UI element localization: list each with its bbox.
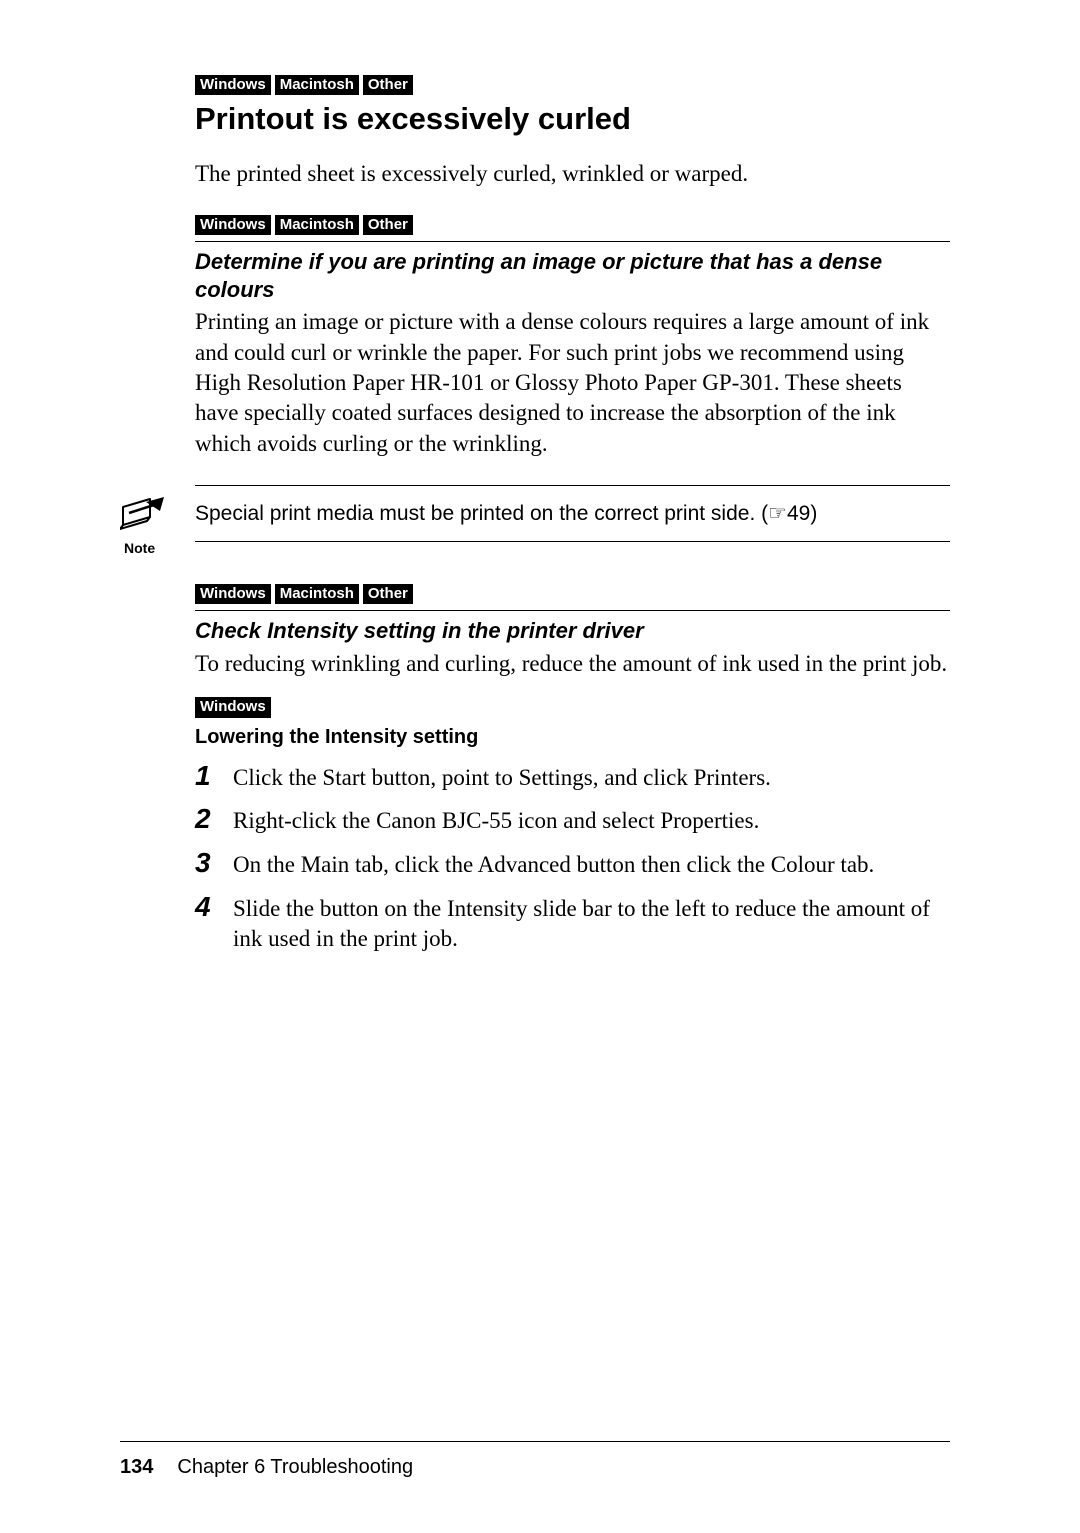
steps-list: Click the Start button, point to Setting… bbox=[195, 763, 950, 954]
cross-ref: ☞49 bbox=[768, 502, 810, 525]
intro-text: The printed sheet is excessively curled,… bbox=[195, 159, 950, 189]
note-text-close: ) bbox=[810, 502, 817, 525]
note-divider-bottom bbox=[195, 541, 950, 542]
sub-heading-dense: Determine if you are printing an image o… bbox=[195, 248, 950, 303]
note-block: Note Special print media must be printed… bbox=[120, 485, 950, 556]
tag-windows: Windows bbox=[195, 697, 271, 717]
page-footer: 134 Chapter 6 Troubleshooting bbox=[120, 1441, 950, 1479]
step-item: Right-click the Canon BJC-55 icon and se… bbox=[195, 806, 950, 836]
tag-windows: Windows bbox=[195, 215, 271, 235]
page-content: Windows Macintosh Other Printout is exce… bbox=[0, 0, 1080, 954]
tag-other: Other bbox=[363, 75, 413, 95]
procedure-title: Lowering the Intensity setting bbox=[195, 726, 950, 749]
step-item: On the Main tab, click the Advanced butt… bbox=[195, 850, 950, 880]
body-intensity: To reducing wrinkling and curling, reduc… bbox=[195, 649, 950, 679]
note-text: Special print media must be printed on t… bbox=[195, 500, 950, 527]
tag-other: Other bbox=[363, 584, 413, 604]
body-dense: Printing an image or picture with a dens… bbox=[195, 307, 950, 459]
note-icon bbox=[120, 497, 166, 537]
note-text-main: Special print media must be printed on t… bbox=[195, 502, 768, 525]
step-item: Click the Start button, point to Setting… bbox=[195, 763, 950, 793]
divider bbox=[195, 241, 950, 242]
note-label: Note bbox=[124, 540, 155, 556]
divider bbox=[195, 610, 950, 611]
tags-row-1: Windows Macintosh Other Printout is exce… bbox=[195, 75, 950, 189]
block-dense-colours: Windows Macintosh Other Determine if you… bbox=[195, 215, 950, 459]
tag-windows: Windows bbox=[195, 75, 271, 95]
note-icon-column: Note bbox=[120, 485, 195, 556]
section-title: Printout is excessively curled bbox=[195, 101, 950, 137]
tag-windows: Windows bbox=[195, 584, 271, 604]
block-intensity: Windows Macintosh Other Check Intensity … bbox=[195, 584, 950, 954]
tag-macintosh: Macintosh bbox=[275, 75, 359, 95]
page-number: 134 bbox=[120, 1456, 153, 1478]
sub-heading-intensity: Check Intensity setting in the printer d… bbox=[195, 617, 950, 645]
note-divider-top bbox=[195, 485, 950, 486]
tag-macintosh: Macintosh bbox=[275, 584, 359, 604]
tag-macintosh: Macintosh bbox=[275, 215, 359, 235]
chapter-label: Chapter 6 Troubleshooting bbox=[177, 1456, 413, 1478]
footer-divider bbox=[120, 1441, 950, 1442]
tag-other: Other bbox=[363, 215, 413, 235]
step-item: Slide the button on the Intensity slide … bbox=[195, 894, 950, 954]
